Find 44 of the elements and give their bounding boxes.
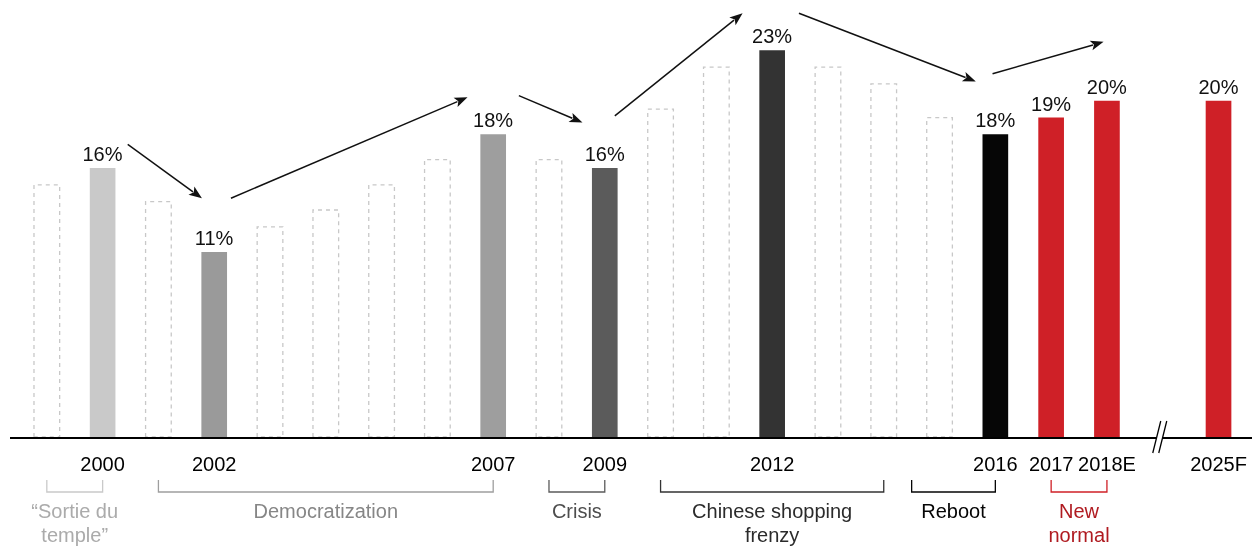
x-tick-label: 2002 <box>191 452 237 475</box>
bar <box>480 134 507 437</box>
bar <box>312 209 340 437</box>
data-label: 18% <box>975 109 1016 132</box>
bar <box>870 83 898 437</box>
data-label: 18% <box>473 109 514 132</box>
data-label: 16% <box>82 142 123 165</box>
data-label: 11% <box>194 227 234 250</box>
bar <box>89 167 116 437</box>
bar <box>702 66 730 437</box>
x-tick-label: 2009 <box>582 452 628 475</box>
text: New normal <box>1047 499 1111 547</box>
text: Reboot <box>920 499 987 523</box>
x-tick-label: 2018E <box>1078 452 1136 475</box>
x-tick-label: 2017 <box>1028 452 1074 475</box>
bar <box>759 50 785 437</box>
x-tick-label: 2000 <box>80 452 125 475</box>
bar <box>33 184 61 437</box>
data-label: 19% <box>1031 92 1072 115</box>
bar <box>647 108 675 437</box>
bar <box>144 200 172 437</box>
text: Chinese shopping frenzy <box>691 499 854 547</box>
bar <box>1205 100 1232 437</box>
bar <box>201 252 228 437</box>
bar <box>926 116 954 437</box>
bar <box>814 66 842 437</box>
data-label: 23% <box>752 25 793 48</box>
bar <box>591 167 618 437</box>
x-tick-label: 2016 <box>973 452 1018 475</box>
bar <box>1094 100 1120 437</box>
bar <box>535 158 563 437</box>
data-label: 20% <box>1086 75 1128 98</box>
data-label: 20% <box>1198 75 1239 98</box>
bar <box>1038 117 1064 437</box>
text: “Sortie du temple” <box>30 499 120 547</box>
data-label: 16% <box>584 142 625 165</box>
bar <box>256 226 284 437</box>
bar <box>368 184 396 437</box>
bar <box>423 158 451 437</box>
x-tick-label: 2012 <box>749 452 795 475</box>
x-tick-label: 2007 <box>470 452 516 475</box>
text: Democratization <box>252 499 400 523</box>
x-tick-label: 2025F <box>1190 452 1247 475</box>
text: Crisis <box>550 499 603 523</box>
